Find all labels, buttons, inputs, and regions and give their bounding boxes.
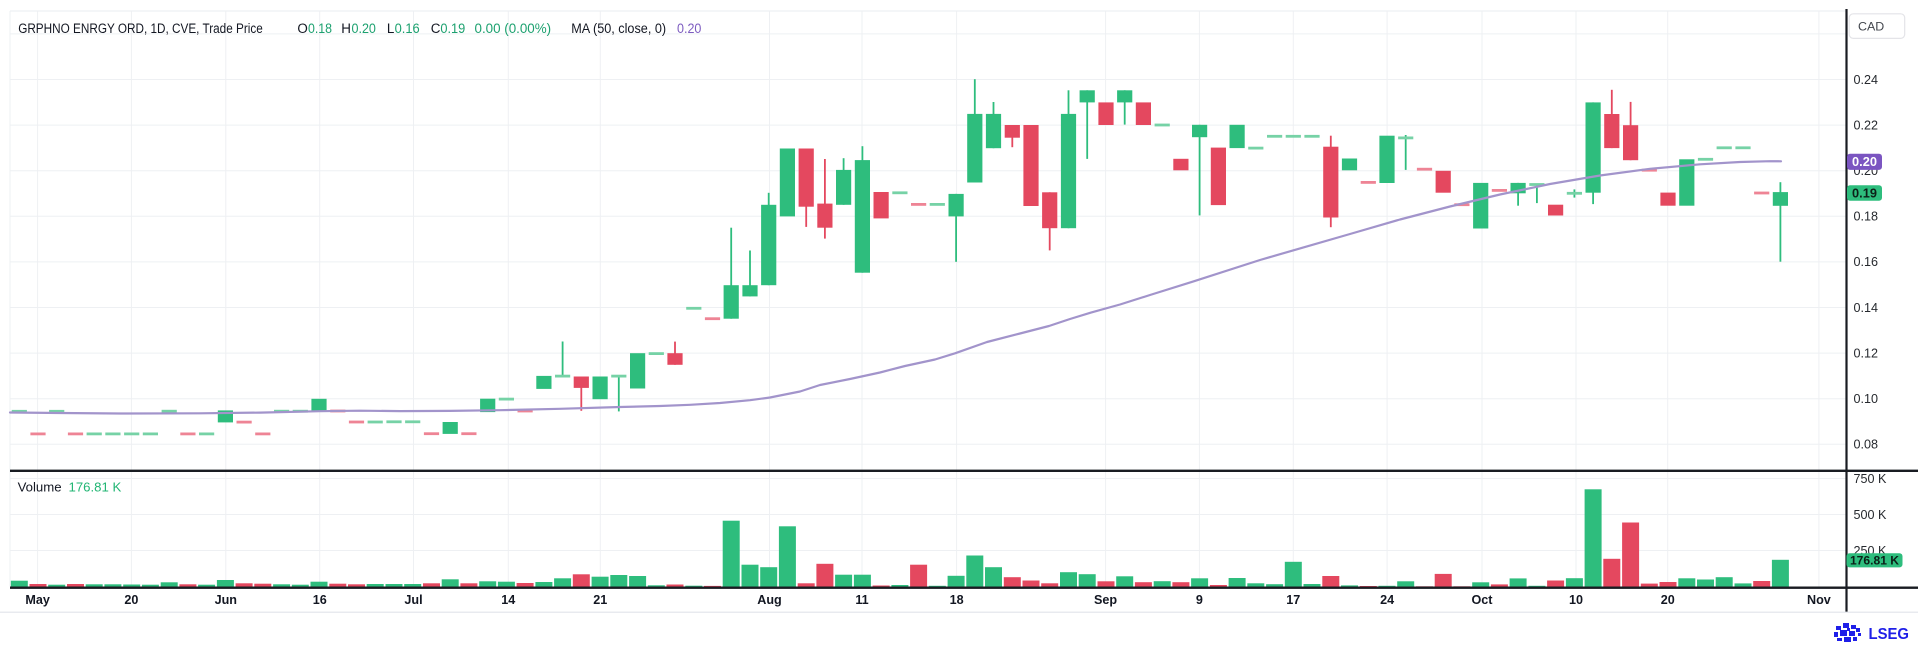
svg-text:500 K: 500 K (1854, 508, 1888, 522)
svg-text:0.00 (0.00%): 0.00 (0.00%) (475, 21, 552, 36)
svg-text:GRPHNO ENRGY ORD, 1D, CVE, Tra: GRPHNO ENRGY ORD, 1D, CVE, Trade Price (18, 21, 263, 36)
svg-text:0.12: 0.12 (1854, 346, 1879, 360)
svg-text:9: 9 (1196, 593, 1203, 607)
svg-text:176.81 K: 176.81 K (1850, 553, 1899, 567)
svg-text:O: O (297, 21, 307, 36)
svg-text:May: May (25, 593, 50, 607)
svg-text:0.19: 0.19 (1852, 185, 1877, 200)
svg-text:0.16: 0.16 (1854, 255, 1879, 269)
svg-text:10: 10 (1569, 593, 1583, 607)
svg-text:0.20: 0.20 (352, 21, 376, 36)
svg-text:Aug: Aug (757, 593, 781, 607)
svg-text:14: 14 (501, 593, 515, 607)
svg-text:Oct: Oct (1472, 593, 1494, 607)
svg-text:0.16: 0.16 (395, 21, 420, 36)
svg-text:C: C (431, 21, 441, 36)
svg-text:0.18: 0.18 (308, 21, 332, 36)
svg-text:750 K: 750 K (1854, 472, 1888, 486)
svg-text:24: 24 (1380, 593, 1394, 607)
svg-text:H: H (341, 21, 351, 36)
svg-text:MA (50, close, 0): MA (50, close, 0) (571, 21, 666, 36)
svg-text:0.22: 0.22 (1854, 118, 1879, 132)
svg-text:18: 18 (950, 593, 964, 607)
svg-text:0.08: 0.08 (1854, 438, 1879, 452)
svg-text:0.19: 0.19 (440, 21, 465, 36)
svg-text:0.18: 0.18 (1854, 210, 1879, 224)
svg-text:21: 21 (593, 593, 607, 607)
svg-text:176.81 K: 176.81 K (69, 480, 122, 495)
svg-text:Nov: Nov (1807, 593, 1831, 607)
svg-text:Jun: Jun (215, 593, 237, 607)
svg-text:16: 16 (313, 593, 327, 607)
svg-text:0.20: 0.20 (677, 21, 701, 36)
svg-text:20: 20 (124, 593, 138, 607)
svg-text:17: 17 (1286, 593, 1300, 607)
svg-text:0.20: 0.20 (1852, 154, 1877, 169)
svg-text:0.24: 0.24 (1854, 73, 1879, 87)
svg-text:0.14: 0.14 (1854, 301, 1879, 315)
svg-text:20: 20 (1661, 593, 1675, 607)
svg-text:Sep: Sep (1094, 593, 1117, 607)
svg-text:Jul: Jul (404, 593, 422, 607)
svg-text:11: 11 (855, 593, 868, 607)
svg-text:L: L (387, 21, 394, 36)
svg-text:LSEG: LSEG (1869, 626, 1910, 643)
svg-text:CAD: CAD (1858, 19, 1884, 33)
svg-text:Volume: Volume (18, 480, 62, 495)
svg-text:0.10: 0.10 (1854, 392, 1879, 406)
